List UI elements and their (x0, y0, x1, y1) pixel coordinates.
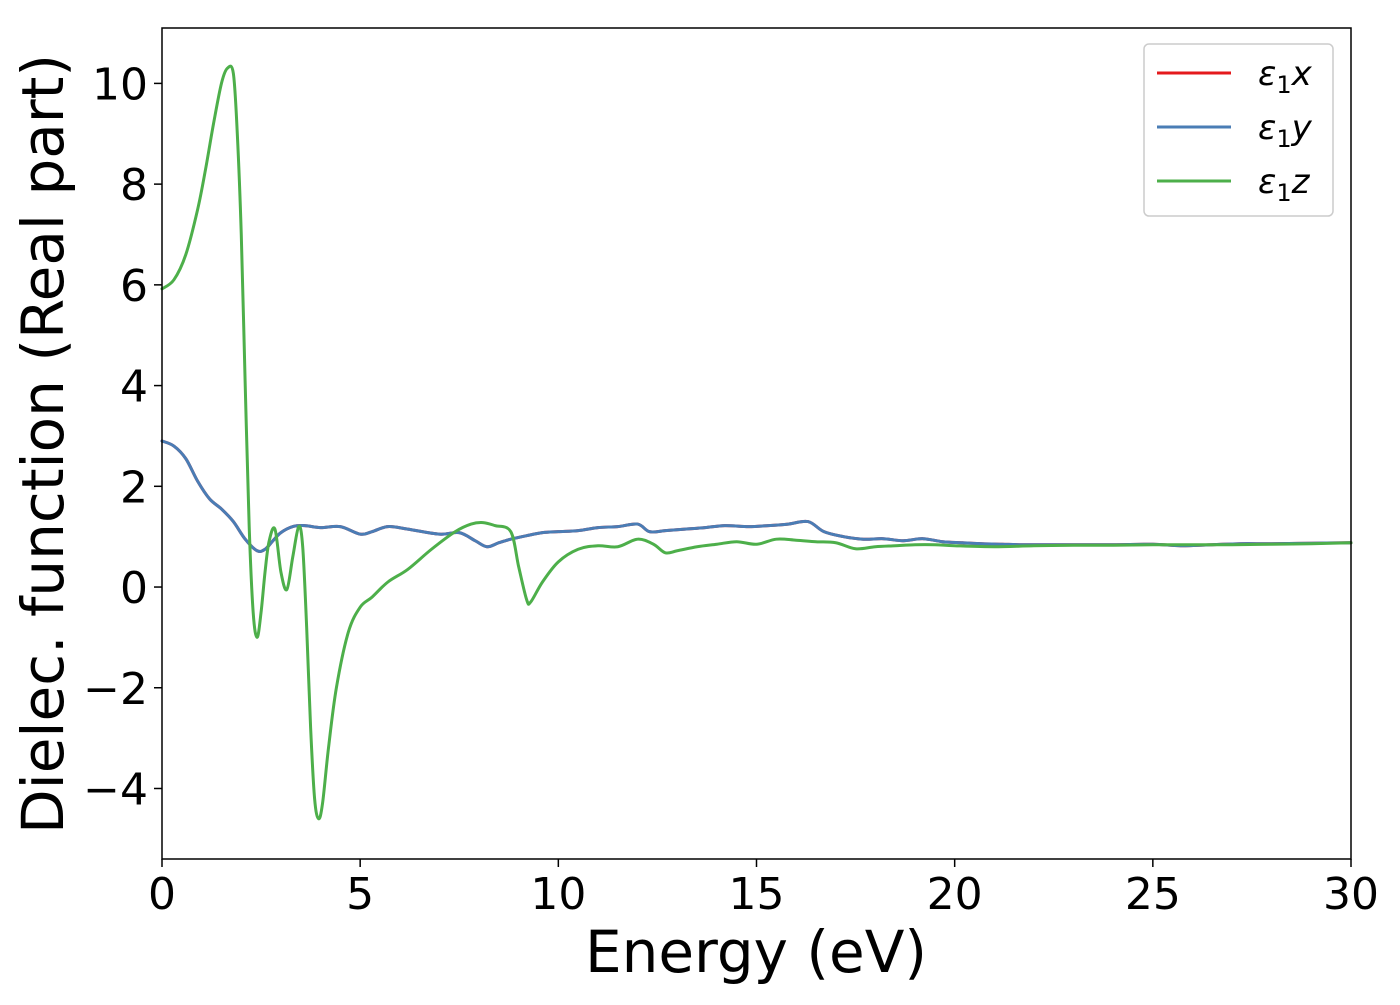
x-tick-label: 0 (148, 869, 176, 920)
legend-label-z: ε1z (1258, 162, 1311, 207)
y-tick-label: 10 (92, 59, 148, 110)
x-tick-label: 15 (729, 869, 785, 920)
y-tick-label: −2 (83, 664, 148, 715)
y-tick-label: 2 (120, 462, 148, 513)
legend-box (1143, 43, 1334, 217)
x-axis-title: Energy (eV) (585, 918, 927, 986)
x-tick-label: 10 (530, 869, 586, 920)
y-axis-title: Dielec. function (Real part) (9, 54, 77, 834)
y-tick-label: 4 (120, 362, 148, 413)
y-tick-label: −4 (83, 764, 148, 815)
y-tick-label: 8 (120, 160, 148, 211)
legend-label-y: ε1y (1258, 108, 1313, 153)
series-layer (160, 64, 1353, 821)
y-tick-label: 0 (120, 563, 148, 614)
series-line-z (160, 64, 1353, 821)
x-tick-label: 30 (1323, 869, 1379, 920)
x-tick-label: 5 (346, 869, 374, 920)
y-tick-label: 6 (120, 261, 148, 312)
legend: ε1x ε1y ε1z (1143, 43, 1334, 217)
x-axis: 0 5 10 15 20 25 30 (148, 859, 1379, 920)
y-axis: −4 −2 0 2 4 6 8 10 (83, 59, 162, 815)
x-tick-label: 25 (1125, 869, 1181, 920)
x-tick-label: 20 (927, 869, 983, 920)
legend-label-x: ε1x (1258, 54, 1313, 99)
